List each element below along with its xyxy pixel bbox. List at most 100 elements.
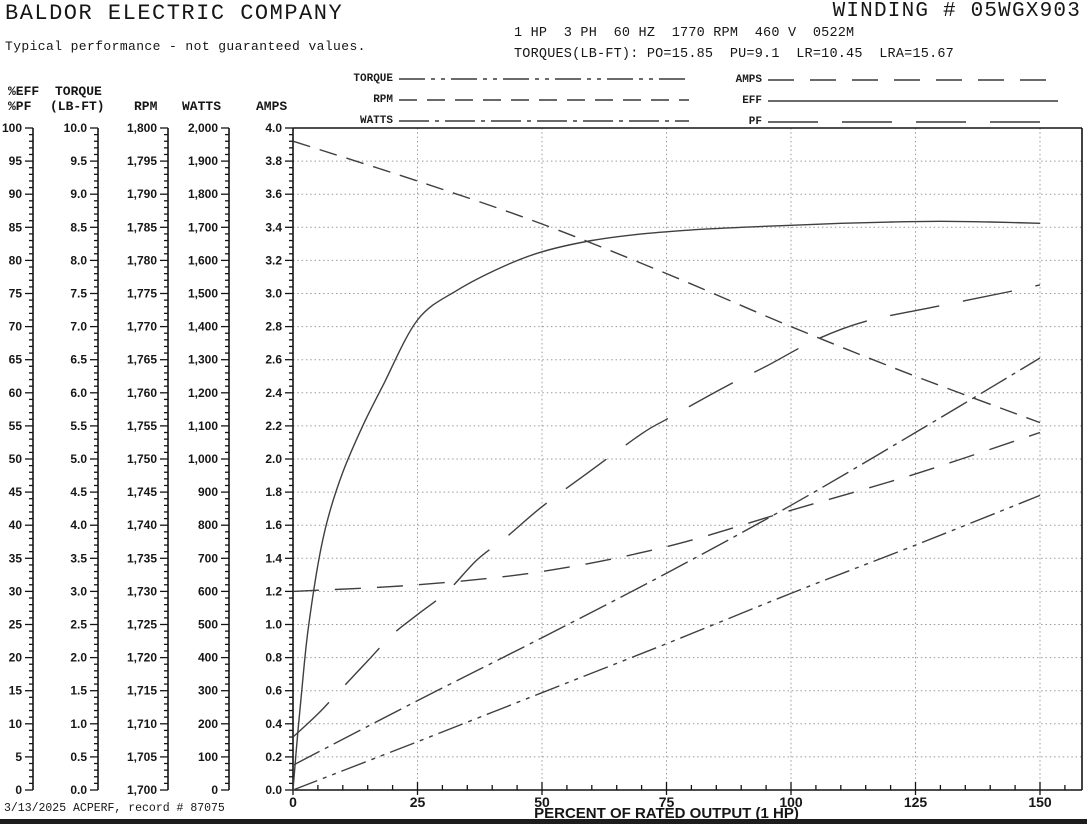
tick-label-rpm: 1,735	[127, 551, 157, 565]
tick-label-torque: 6.5	[70, 353, 87, 367]
tick-label-watts: 1,700	[188, 220, 218, 234]
amps-curve	[292, 431, 1041, 593]
tick-label-eff_pf: 65	[9, 353, 23, 367]
tick-label-amps: 3.6	[265, 187, 282, 201]
tick-label-torque: 0.5	[70, 750, 87, 764]
legend-label-amps: AMPS	[735, 74, 762, 87]
torques-spec-line: TORQUES(LB-FT): PO=15.85 PU=9.1 LR=10.45…	[514, 47, 954, 62]
tick-label-rpm: 1,800	[127, 121, 157, 135]
tick-label-torque: 2.0	[70, 651, 87, 665]
tick-label-rpm: 1,710	[127, 717, 157, 731]
legend-line-sample-torque	[399, 78, 689, 81]
tick-label-rpm: 1,755	[127, 419, 157, 433]
company-title: BALDOR ELECTRIC COMPANY	[5, 1, 344, 26]
tick-label-watts: 400	[198, 651, 218, 665]
scale-header-watts: WATTS	[182, 99, 222, 114]
tick-label-eff_pf: 10	[9, 717, 23, 731]
legend-right-column: AMPS EFF PF	[690, 70, 1059, 132]
x-tick-label: 25	[410, 794, 426, 810]
tick-label-torque: 4.5	[70, 485, 87, 499]
tick-label-watts: 1,800	[188, 187, 218, 201]
tick-label-rpm: 1,750	[127, 452, 157, 466]
legend-line-sample-watts	[399, 119, 689, 122]
tick-label-torque: 2.5	[70, 618, 87, 632]
tick-label-torque: 1.5	[70, 684, 87, 698]
tick-label-watts: 1,300	[188, 353, 218, 367]
x-axis-title: PERCENT OF RATED OUTPUT (1 HP)	[534, 805, 799, 822]
scale-amps: 4.0 3.8 3.6 3.4 3.2 3.0 2.8 2.6 2.4 2.2 2.0 1.8 1.6 1…	[265, 121, 293, 797]
plot-frame	[292, 127, 1083, 791]
tick-label-torque: 9.5	[70, 154, 87, 168]
scale-header-pf: %PF	[8, 99, 32, 114]
series-curves	[292, 140, 1041, 791]
tick-label-torque: 8.0	[70, 253, 87, 267]
scale-header-torque: TORQUE	[55, 84, 102, 99]
tick-label-amps: 4.0	[265, 121, 282, 135]
x-axis: 0 25 50 75 100 125 150	[289, 782, 1066, 810]
x-tick-label: 100	[779, 794, 803, 810]
tick-label-rpm: 1,715	[127, 684, 157, 698]
tick-label-rpm: 1,775	[127, 287, 157, 301]
tick-label-amps: 2.2	[265, 419, 282, 433]
tick-label-watts: 1,600	[188, 253, 218, 267]
legend-row-torque: TORQUE	[338, 69, 690, 90]
tick-label-amps: 2.0	[265, 452, 282, 466]
tick-label-amps: 3.8	[265, 154, 282, 168]
bottom-bar	[0, 819, 1087, 824]
tick-label-rpm: 1,730	[127, 584, 157, 598]
tick-label-eff_pf: 35	[9, 551, 23, 565]
tick-label-eff_pf: 90	[9, 187, 23, 201]
disclaimer-text: Typical performance - not guaranteed val…	[5, 39, 366, 54]
tick-label-rpm: 1,705	[127, 750, 157, 764]
tick-label-eff_pf: 0	[15, 783, 22, 797]
tick-label-watts: 0	[211, 783, 218, 797]
scale-rpm: 1,800 1,795 1,790 1,785 1,780 1,775 1,770 1,765…	[127, 121, 169, 797]
tick-label-eff_pf: 40	[9, 518, 23, 532]
x-tick-label: 50	[534, 794, 550, 810]
scale-torque: 10.0 9.5 9.0 8.5 8.0 7.5 7.0 6.5 6.0 5.5 5.0 4.5 4.0…	[64, 121, 99, 797]
tick-label-torque: 3.5	[70, 551, 87, 565]
legend-label-eff: EFF	[742, 95, 762, 108]
legend-row-amps: AMPS	[690, 70, 1059, 91]
legend-line-sample-eff	[768, 100, 1058, 102]
legend-label-rpm: RPM	[373, 94, 393, 107]
tick-label-watts: 900	[198, 485, 218, 499]
tick-label-watts: 1,100	[188, 419, 218, 433]
tick-label-amps: 1.4	[265, 551, 282, 565]
tick-label-rpm: 1,785	[127, 220, 157, 234]
tick-label-watts: 2,000	[188, 121, 218, 135]
eff-curve	[292, 220, 1041, 791]
tick-label-amps: 3.4	[265, 220, 282, 234]
legend-left-column: TORQUE RPM WATTS	[338, 69, 690, 131]
tick-label-watts: 1,200	[188, 386, 218, 400]
tick-label-amps: 1.6	[265, 518, 282, 532]
legend-row-eff: EFF	[690, 91, 1059, 112]
tick-label-rpm: 1,700	[127, 783, 157, 797]
tick-label-torque: 7.5	[70, 287, 87, 301]
tick-label-amps: 1.2	[265, 584, 282, 598]
tick-label-eff_pf: 100	[2, 121, 22, 135]
tick-label-torque: 10.0	[64, 121, 88, 135]
tick-label-amps: 2.4	[265, 386, 282, 400]
tick-label-eff_pf: 30	[9, 584, 23, 598]
tick-label-torque: 7.0	[70, 320, 87, 334]
tick-label-torque: 6.0	[70, 386, 87, 400]
tick-label-rpm: 1,745	[127, 485, 157, 499]
tick-label-watts: 1,900	[188, 154, 218, 168]
tick-label-rpm: 1,765	[127, 353, 157, 367]
tick-label-eff_pf: 15	[9, 684, 23, 698]
tick-label-eff_pf: 25	[9, 618, 23, 632]
tick-label-amps: 0.6	[265, 684, 282, 698]
tick-label-amps: 0.0	[265, 783, 282, 797]
tick-label-watts: 1,400	[188, 320, 218, 334]
tick-label-watts: 200	[198, 717, 218, 731]
motor-spec-line: 1 HP 3 PH 60 HZ 1770 RPM 460 V 0522M	[514, 26, 855, 41]
tick-label-eff_pf: 55	[9, 419, 23, 433]
legend-row-pf: PF	[690, 111, 1059, 132]
tick-label-eff_pf: 75	[9, 287, 23, 301]
tick-label-torque: 4.0	[70, 518, 87, 532]
legend-label-pf: PF	[748, 115, 762, 128]
grid-lines	[293, 128, 1082, 790]
record-info: 3/13/2025 ACPERF, record # 87075	[4, 802, 225, 815]
tick-label-amps: 1.0	[265, 618, 282, 632]
